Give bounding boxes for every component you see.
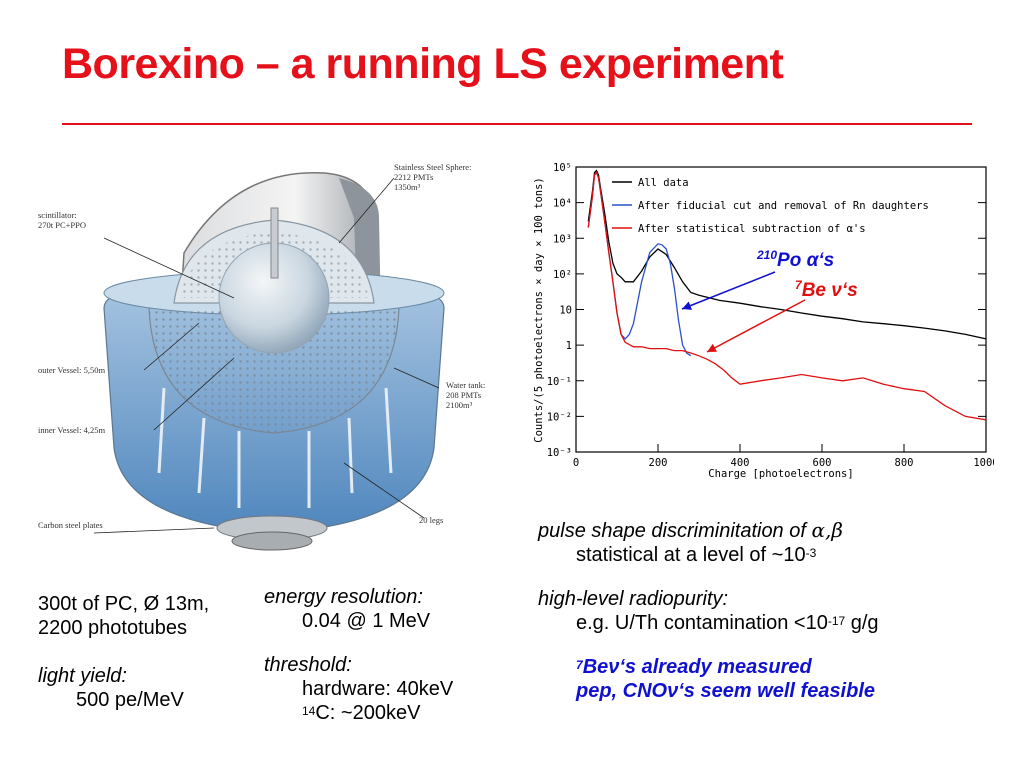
slide-title: Borexino – a running LS experiment — [62, 40, 784, 88]
y-tick-label: 10⁵ — [553, 162, 572, 174]
label-outer-vessel: outer Vessel: 5,50m — [38, 365, 106, 375]
radiopurity-value: e.g. U/Th contamination <10-17 g/g — [576, 612, 879, 634]
detector-illustration: Stainless Steel Sphere: 2212 PMTs 1350m³… — [38, 162, 485, 551]
x-tick-label: 200 — [649, 457, 668, 469]
threshold-c14: 14C: ~200keV — [264, 701, 453, 725]
be7-measured-line: 7Beν‘s already measured — [576, 656, 812, 678]
psd-value: statistical at a level of ~10-3 — [576, 544, 817, 566]
pep-cno-line: pep, CNOν‘s seem well feasible — [576, 680, 876, 702]
radiopurity-label: high-level radiopurity: — [538, 588, 729, 610]
series-line-0 — [587, 169, 987, 340]
y-tick-label: 10⁴ — [553, 198, 572, 210]
label-water-tank: Water tank: — [446, 380, 485, 390]
y-tick-label: 10² — [553, 269, 572, 281]
x-tick-label: 400 — [731, 457, 750, 469]
threshold-label: threshold: — [264, 654, 352, 676]
label-scintillator-mass: 270t PC+PPO — [38, 220, 86, 230]
x-tick-label: 1000 — [973, 457, 994, 469]
energy-resolution-value: 0.04 @ 1 MeV — [302, 610, 431, 632]
light-yield-label: light yield: — [38, 665, 127, 687]
x-tick-label: 0 — [573, 457, 579, 469]
y-tick-label: 10⁻³ — [547, 447, 572, 459]
c14-text: C: ~200keV — [315, 702, 421, 724]
light-yield-value: 500 pe/MeV — [76, 689, 184, 711]
label-sphere-volume: 1350m³ — [394, 182, 421, 192]
x-tick-label: 800 — [895, 457, 914, 469]
be7-annotation: 7Be ν‘s — [795, 278, 858, 301]
y-axis-label: Counts/(5 photoelectrons × day × 100 ton… — [533, 177, 545, 443]
label-legs: 20 legs — [419, 515, 443, 525]
title-underline — [62, 123, 972, 125]
x-tick-label: 600 — [813, 457, 832, 469]
legend-entry: All data — [638, 177, 689, 189]
resolution-block: energy resolution: 0.04 @ 1 MeV threshol… — [264, 585, 453, 725]
psd-label: pulse shape discriminitation of α,β — [538, 518, 843, 542]
y-tick-label: 1 — [566, 340, 572, 352]
label-carbon-plates: Carbon steel plates — [38, 520, 103, 530]
label-sphere: Stainless Steel Sphere: — [394, 162, 471, 172]
label-water-volume: 2100m³ — [446, 400, 473, 410]
c14-superscript: 14 — [302, 704, 316, 718]
legend-entry: After statistical subtraction of α's — [638, 223, 866, 235]
label-scintillator: scintillator: — [38, 210, 77, 220]
label-water-pmts: 208 PMTs — [446, 390, 481, 400]
specs-line-1: 300t of PC, Ø 13m, — [38, 593, 210, 615]
energy-resolution-label: energy resolution: — [264, 586, 423, 608]
capabilities-block: pulse shape discriminitation of α,β stat… — [538, 518, 879, 703]
psd-greek: α,β — [811, 518, 843, 542]
threshold-hardware: hardware: 40keV — [302, 678, 454, 700]
specs-line-2: 2200 phototubes — [38, 617, 188, 639]
spectrum-chart: 0 200 400 600 800 1000 10⁻³ 10⁻² 10⁻¹ 1 10 10² 10³ 10… — [533, 162, 994, 480]
legend-entry: After fiducial cut and removal of Rn dau… — [638, 200, 929, 212]
specs-block: 300t of PC, Ø 13m, 2200 phototubes light… — [38, 592, 209, 712]
label-sphere-pmts: 2212 PMTs — [394, 172, 433, 182]
y-tick-label: 10 — [559, 305, 572, 317]
x-axis-label: Charge [photoelectrons] — [708, 468, 853, 480]
label-inner-vessel: inner Vessel: 4,25m — [38, 425, 106, 435]
y-tick-label: 10³ — [553, 233, 572, 245]
series-line-2 — [587, 171, 987, 421]
po210-annotation: 210Po α‘s — [757, 248, 835, 271]
y-tick-label: 10⁻² — [547, 411, 572, 423]
y-tick-label: 10⁻¹ — [547, 376, 572, 388]
